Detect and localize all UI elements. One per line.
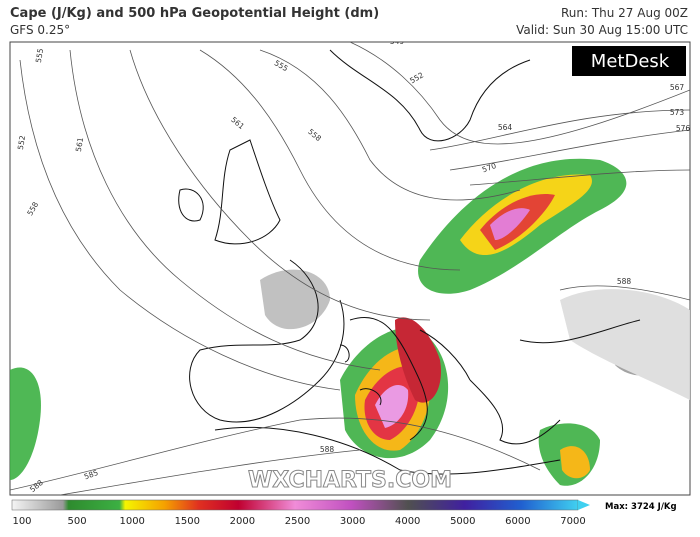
cape-shading xyxy=(10,158,690,486)
contour-label: 555 xyxy=(34,48,45,64)
contour-label: 567 xyxy=(670,83,685,92)
contour-label: 549 xyxy=(390,37,405,46)
contours xyxy=(10,42,690,495)
colorbar-tick-label: 5000 xyxy=(450,516,475,527)
contour-label: 552 xyxy=(16,135,27,151)
max-label: Max: 3724 J/Kg xyxy=(605,502,677,512)
colorbar-tick-label: 1500 xyxy=(175,516,200,527)
colorbar-tick-label: 4000 xyxy=(395,516,420,527)
colorbar-tick-label: 7000 xyxy=(560,516,585,527)
coastlines xyxy=(178,49,641,475)
contour-label: 588 xyxy=(617,277,632,286)
colorbar-ticks: 100 500 1000 1500 2000 2500 3000 4000 5000 6000 70… xyxy=(12,516,585,527)
logo-box xyxy=(572,46,686,76)
watermark: WXCHARTS.COM xyxy=(248,468,452,493)
contour-label: 564 xyxy=(498,123,513,132)
colorbar-tick-label: 500 xyxy=(68,516,87,527)
colorbar xyxy=(11,499,579,511)
contour-label: 588 xyxy=(320,445,335,454)
colorbar-tick-label: 2500 xyxy=(285,516,310,527)
colorbar-tick-label: 2000 xyxy=(230,516,255,527)
logo: MetDesk xyxy=(591,51,670,72)
map-title: Cape (J/Kg) and 500 hPa Geopotential Hei… xyxy=(10,6,380,21)
contour-label: 561 xyxy=(74,137,85,153)
model-label: GFS 0.25° xyxy=(10,23,71,37)
colorbar-tick-label: 3000 xyxy=(340,516,365,527)
colorbar-tick-label: 1000 xyxy=(119,516,144,527)
contour-label: 573 xyxy=(670,108,685,117)
run-label: Run: Thu 27 Aug 00Z xyxy=(560,6,688,20)
contour-label: 576 xyxy=(676,124,691,133)
colorbar-arrow xyxy=(578,500,590,510)
colorbar-tick-label: 100 xyxy=(12,516,31,527)
colorbar-tick-label: 6000 xyxy=(505,516,530,527)
valid-label: Valid: Sun 30 Aug 15:00 UTC xyxy=(516,23,688,37)
map-body: 5555615525585495555615585525675735765705… xyxy=(10,37,691,495)
